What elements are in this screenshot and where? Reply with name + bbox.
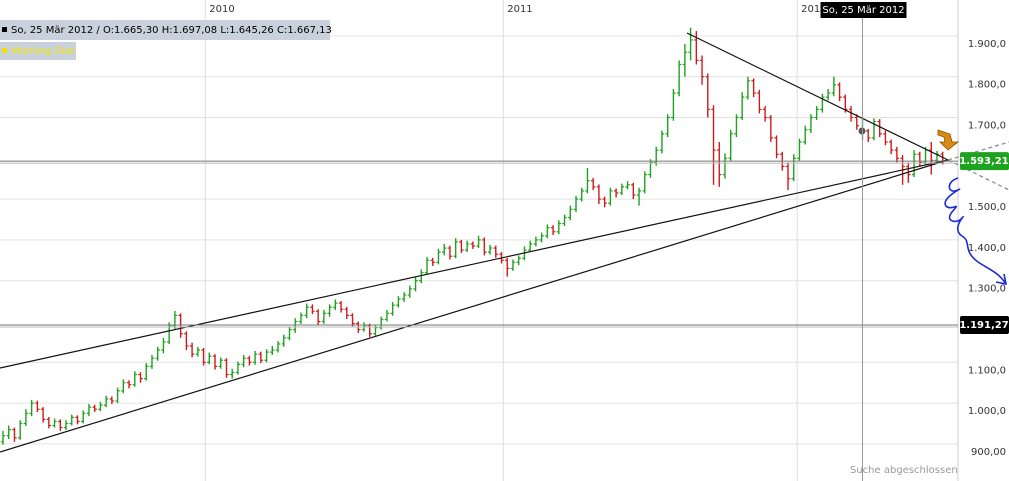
trendline-extension [947,159,1009,191]
legend-swatch [2,48,7,53]
info-box [0,20,330,40]
trendline [0,159,949,453]
x-tick-label: 2012 [801,4,826,15]
price-label-box [960,152,1009,171]
crosshair-label-box [820,2,907,18]
y-tick-label: 1.000,0 [968,406,1006,417]
trendline-extension [947,141,1009,161]
status-text: Suche abgeschlossen [850,465,958,476]
legend-label: Morning Star [11,46,76,57]
bars [0,27,945,445]
y-tick-label: 900,00 [971,447,1006,458]
price-label: 1.593,21 [959,156,1008,167]
y-tick-label: 1.700,0 [968,121,1006,132]
y-tick-label: 1.900,0 [968,39,1006,50]
y-tick-label: 1.300,0 [968,284,1006,295]
price-label: 1.191,27 [959,320,1008,331]
price-label-box [960,316,1009,335]
y-tick-label: 1.500,0 [968,202,1006,213]
x-tick-label: 2010 [209,4,234,15]
trendlines [0,32,1009,453]
info-text: So, 25 Mär 2012 / O:1.665,30 H:1.697,08 … [11,25,332,36]
y-tick-label: 1.800,0 [968,80,1006,91]
trendline [0,159,949,369]
trendline [686,32,949,161]
arrow-icon [937,129,960,151]
x-tick-label: 2011 [507,4,532,15]
legend-box [0,42,76,60]
y-tick-label: 1.100,0 [968,365,1006,376]
info-icon [2,27,7,32]
hand-drawing [944,177,1008,286]
y-tick-label: 1.400,0 [968,243,1006,254]
crosshair-label: So, 25 Mär 2012 [822,5,904,16]
